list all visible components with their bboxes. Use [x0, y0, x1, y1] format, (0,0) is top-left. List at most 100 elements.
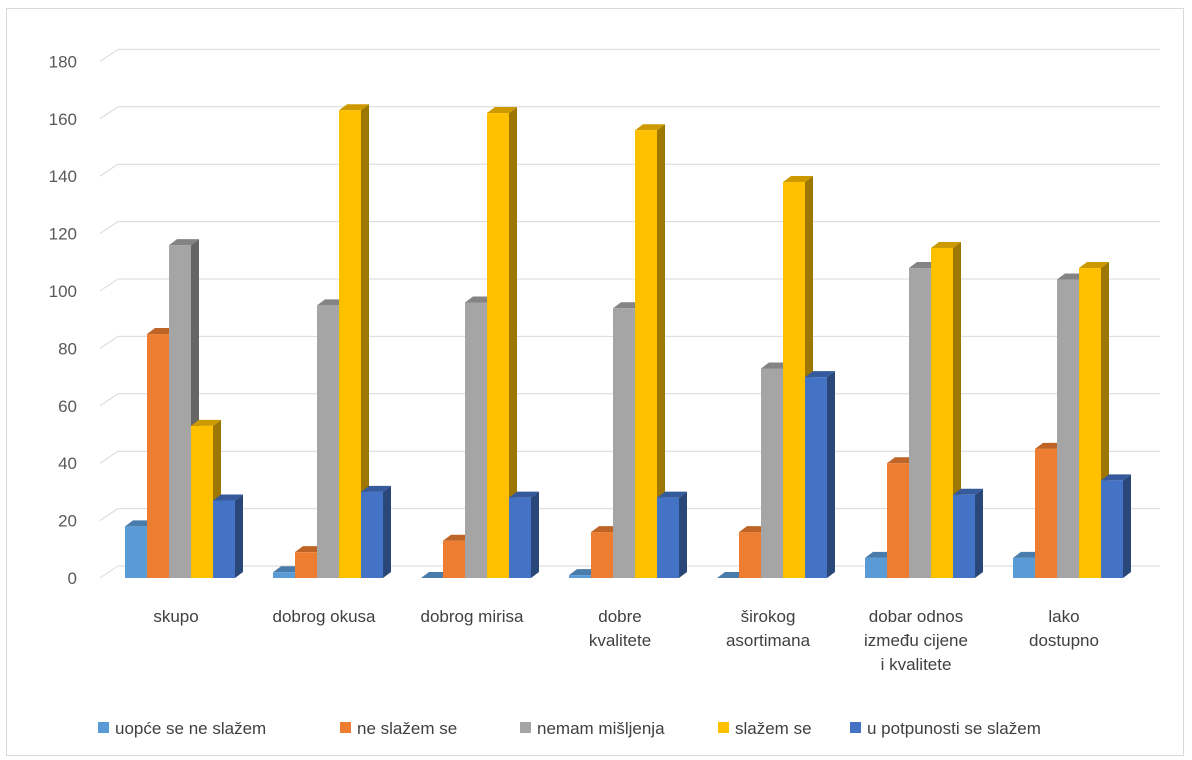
bar-top	[1079, 262, 1109, 269]
bar-front	[147, 334, 169, 578]
bar-front	[509, 497, 531, 578]
bar-front	[739, 532, 761, 578]
bars	[125, 104, 1131, 578]
bar-front	[1013, 557, 1035, 578]
bar-front	[569, 575, 591, 578]
x-category-line: dostupno	[1029, 631, 1099, 650]
bar-front	[865, 557, 887, 578]
legend: uopće se ne slažem ne slažem se nemam mišl…	[98, 719, 1041, 738]
legend-label: uopće se ne slažem	[115, 719, 266, 738]
bar-side	[657, 124, 665, 578]
gridline-diagonal	[99, 335, 119, 349]
bar-side	[383, 485, 391, 578]
y-tick-label: 120	[49, 225, 77, 244]
y-tick-label: 100	[49, 282, 77, 301]
x-category-line: dobre	[598, 607, 641, 626]
legend-swatch	[850, 722, 861, 733]
bar	[953, 488, 983, 578]
gridline-diagonal	[99, 106, 119, 120]
bar-side	[679, 491, 687, 578]
bar-top	[213, 494, 243, 501]
bar-front	[613, 308, 635, 578]
bar-top	[953, 488, 983, 495]
bar-side	[509, 107, 517, 578]
bar-front	[887, 463, 909, 578]
gridline-diagonal	[99, 508, 119, 522]
gridline-diagonal	[99, 163, 119, 177]
x-category-line: dobrog okusa	[272, 607, 376, 626]
bar-front	[635, 130, 657, 578]
bar-front	[657, 497, 679, 578]
bar	[805, 371, 835, 578]
bar-top	[487, 107, 517, 114]
bar-front	[805, 377, 827, 578]
bar-front	[125, 526, 147, 578]
x-category-label: dobar odnos između cijene i kvalitete	[864, 607, 968, 674]
gridline-diagonal	[99, 565, 119, 579]
chart-frame	[6, 8, 1184, 756]
x-category-line: skupo	[153, 607, 198, 626]
bar-side	[531, 491, 539, 578]
bar	[213, 494, 243, 578]
bar-top	[783, 175, 813, 182]
bar-top	[635, 124, 665, 131]
gridline-diagonal	[99, 278, 119, 292]
x-category-label: dobrog mirisa	[421, 607, 525, 626]
x-category-line: kvalitete	[589, 631, 651, 650]
bar-front	[443, 540, 465, 578]
bar-top	[805, 371, 835, 378]
y-tick-label: 0	[68, 569, 77, 588]
bar-front	[783, 181, 805, 578]
legend-swatch	[520, 722, 531, 733]
bar-front	[1079, 268, 1101, 578]
y-tick-label: 160	[49, 110, 77, 129]
legend-label: nemam mišljenja	[537, 719, 665, 738]
bar-front	[1101, 480, 1123, 578]
bar-front	[909, 268, 931, 578]
x-category-line: asortimana	[726, 631, 811, 650]
bar-front	[213, 500, 235, 578]
bar-front	[317, 305, 339, 578]
bar-top	[169, 239, 199, 246]
gridline-diagonal	[99, 450, 119, 464]
bar-side	[827, 371, 835, 578]
bar-side	[361, 104, 369, 578]
legend-label: u potpunosti se slažem	[867, 719, 1041, 738]
x-category-label: širokog asortimana	[726, 607, 811, 650]
x-category-label: lako dostupno	[1029, 607, 1099, 650]
bar	[339, 104, 369, 578]
bar-front	[295, 552, 317, 578]
y-tick-label: 40	[58, 454, 77, 473]
bar-front	[191, 425, 213, 578]
bar-side	[235, 494, 243, 578]
bar-front	[339, 110, 361, 578]
bar-side	[975, 488, 983, 578]
bar-front	[361, 491, 383, 578]
bar-top	[1101, 474, 1131, 481]
x-category-line: između cijene	[864, 631, 968, 650]
legend-label: ne slažem se	[357, 719, 457, 738]
bar-front	[761, 368, 783, 578]
y-tick-label: 140	[49, 167, 77, 186]
bar	[487, 107, 517, 578]
bar	[1101, 474, 1131, 578]
bar-top	[361, 485, 391, 492]
bar-front	[273, 572, 295, 578]
legend-swatch	[98, 722, 109, 733]
y-tick-label: 180	[49, 52, 77, 71]
bar-front	[953, 494, 975, 578]
gridline-diagonal	[99, 221, 119, 235]
gridline-diagonal	[99, 393, 119, 407]
x-category-line: dobrog mirisa	[421, 607, 525, 626]
legend-swatch	[340, 722, 351, 733]
legend-label: slažem se	[735, 719, 812, 738]
bar-top	[657, 491, 687, 498]
y-tick-label: 60	[58, 397, 77, 416]
x-category-label: skupo	[153, 607, 198, 626]
bar	[635, 124, 665, 578]
bar-front	[465, 302, 487, 578]
gridline-diagonal	[99, 48, 119, 62]
bar-front	[1057, 279, 1079, 578]
bar-side	[1123, 474, 1131, 578]
bar-top	[931, 241, 961, 248]
